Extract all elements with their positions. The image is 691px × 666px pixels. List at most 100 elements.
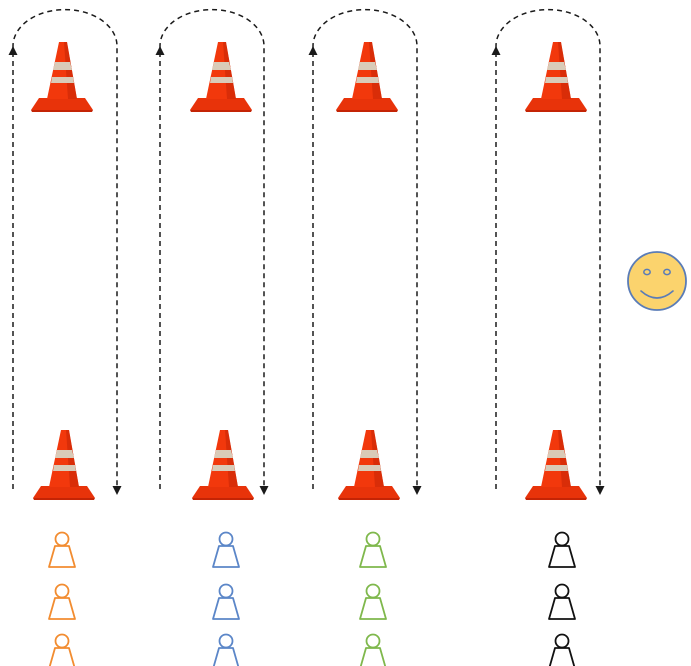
top-cone-icon <box>190 42 252 112</box>
player-icon <box>359 633 387 666</box>
player-body <box>548 647 576 666</box>
arrow-up-icon <box>491 46 501 55</box>
cone-body-shade <box>371 430 384 487</box>
cone-body-shade <box>64 42 77 99</box>
cone-band-lower <box>53 465 76 471</box>
player-head <box>554 531 570 547</box>
cone-base <box>31 98 93 110</box>
cone-band-upper <box>547 62 566 70</box>
cone-base-shadow <box>190 110 252 112</box>
cone-base-shadow <box>192 498 254 500</box>
cone-body-shade <box>369 42 382 99</box>
lanes-layer <box>8 8 605 666</box>
lane-1 <box>8 8 122 666</box>
player-body <box>48 545 76 568</box>
cone-band-upper <box>214 450 233 458</box>
bottom-cone-icon <box>192 430 254 500</box>
run-path <box>495 8 601 489</box>
coach-layer <box>627 251 687 311</box>
cone-body-shade <box>558 430 571 487</box>
player-body <box>359 597 387 620</box>
player-icon <box>212 531 240 568</box>
player-body <box>548 597 576 620</box>
player-body <box>212 597 240 620</box>
cone-base-shadow <box>336 110 398 112</box>
player-icon <box>212 583 240 620</box>
cone-base <box>192 486 254 498</box>
player-head <box>365 633 381 649</box>
player-icon <box>359 531 387 568</box>
player-body <box>359 545 387 568</box>
player-head <box>218 583 234 599</box>
player-head <box>218 633 234 649</box>
arrow-down-icon <box>412 486 422 495</box>
cone-band-upper <box>53 62 72 70</box>
player-head <box>554 633 570 649</box>
top-cone-icon <box>525 42 587 112</box>
arrow-up-icon <box>308 46 318 55</box>
player-body <box>48 647 76 666</box>
cone-body-shade <box>66 430 79 487</box>
cone-band-lower <box>545 77 568 83</box>
cone-band-lower <box>358 465 381 471</box>
cone-base <box>33 486 95 498</box>
arrow-down-icon <box>112 486 122 495</box>
player-head <box>218 531 234 547</box>
cone-base <box>336 98 398 110</box>
player-head <box>365 531 381 547</box>
bottom-cone-icon <box>525 430 587 500</box>
player-icon <box>548 531 576 568</box>
player-head <box>54 583 70 599</box>
lane-2 <box>155 8 269 666</box>
lane-4 <box>491 8 605 666</box>
top-cone-icon <box>336 42 398 112</box>
player-head <box>54 531 70 547</box>
smiley-mouth <box>640 290 674 299</box>
smiley-left-eye <box>643 268 651 276</box>
lane-3 <box>308 8 422 666</box>
player-body <box>212 545 240 568</box>
player-head <box>54 633 70 649</box>
top-cone-icon <box>31 42 93 112</box>
run-path <box>312 8 418 489</box>
player-icon <box>548 633 576 666</box>
cone-body-shade <box>223 42 236 99</box>
cone-band-upper <box>547 450 566 458</box>
cone-base <box>338 486 400 498</box>
player-body <box>548 545 576 568</box>
cone-base <box>190 98 252 110</box>
smiley-face <box>627 251 687 311</box>
player-icon <box>48 583 76 620</box>
cone-band-lower <box>51 77 74 83</box>
run-path <box>159 8 265 489</box>
cone-base-shadow <box>525 110 587 112</box>
arrow-down-icon <box>259 486 269 495</box>
player-body <box>359 647 387 666</box>
cone-band-upper <box>360 450 379 458</box>
player-icon <box>359 583 387 620</box>
cone-base-shadow <box>33 498 95 500</box>
cone-band-lower <box>212 465 235 471</box>
cone-band-upper <box>358 62 377 70</box>
cone-band-lower <box>356 77 379 83</box>
smiley-right-eye <box>663 268 671 276</box>
player-head <box>554 583 570 599</box>
cone-band-upper <box>212 62 231 70</box>
arrow-up-icon <box>155 46 165 55</box>
cone-body-shade <box>558 42 571 99</box>
cone-body-shade <box>225 430 238 487</box>
player-head <box>365 583 381 599</box>
arrow-down-icon <box>595 486 605 495</box>
cone-base-shadow <box>31 110 93 112</box>
cone-base-shadow <box>525 498 587 500</box>
bottom-cone-icon <box>33 430 95 500</box>
cone-base <box>525 486 587 498</box>
cone-band-lower <box>545 465 568 471</box>
cone-base-shadow <box>338 498 400 500</box>
arrow-up-icon <box>8 46 18 55</box>
cone-band-upper <box>55 450 74 458</box>
player-icon <box>48 531 76 568</box>
player-body <box>212 647 240 666</box>
